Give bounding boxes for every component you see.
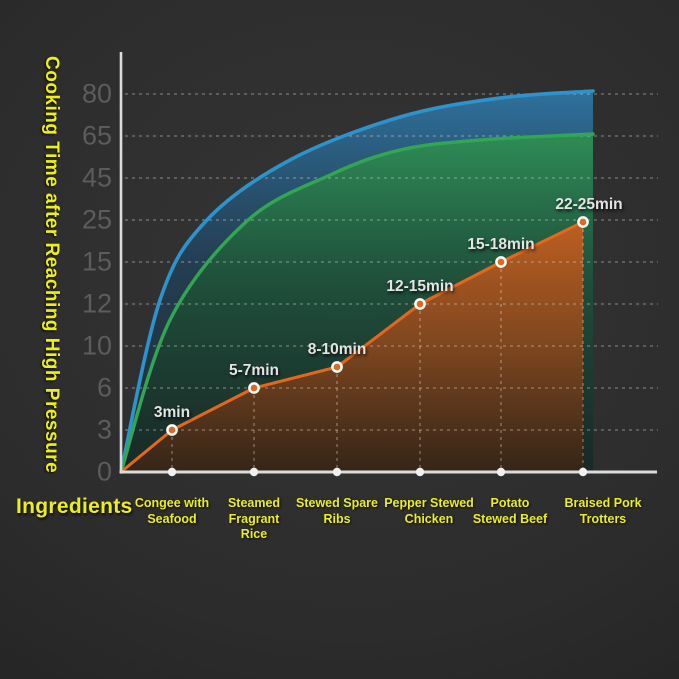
data-point-marker-2 [331,361,343,373]
category-label-line: Stewed Spare [296,496,378,510]
category-label-line: Congee with [134,496,210,510]
y-tick-label-45: 45 [81,162,112,193]
category-label-0: Congee with Seafood [117,496,227,527]
axis-dot-3 [415,467,425,477]
y-tick-label-80: 80 [81,78,112,109]
category-label-4: Potato Stewed Beef [455,496,565,527]
data-point-label-3: 12-15min [386,278,454,295]
data-point-marker-4 [495,256,507,268]
category-label-line: Braised Pork [564,496,642,510]
category-label-line: Potato [490,496,530,510]
blue-curve [119,89,595,474]
orange-area-fill [121,222,583,472]
axis-dot-4 [496,467,506,477]
data-point-marker-3 [414,298,426,310]
data-point-marker-5 [577,216,589,228]
category-label-2: Stewed Spare Ribs [282,496,392,527]
category-label-line: Chicken [404,511,454,526]
green-curve [119,132,595,474]
axis-dot-1 [249,467,259,477]
category-label-line: Stewed Beef [472,511,548,526]
y-tick-label-15: 15 [81,246,112,277]
x-axis-title: Ingredients [16,495,133,518]
data-point-label-2: 8-10min [307,341,367,358]
y-tick-label-3: 3 [96,414,112,445]
category-label-line: Steamed [227,496,281,510]
axis-dot-2 [332,467,342,477]
category-label-1: Steamed Fragrant Rice [199,496,309,543]
category-label-line: Ribs [323,511,351,526]
y-tick-label-12: 12 [81,288,112,319]
category-label-line: Fragrant [228,511,280,526]
category-label-line: Pepper Stewed [384,496,474,510]
category-label-line: Rice [240,527,268,542]
y-tick-label-65: 65 [81,120,112,151]
category-label-3: Pepper Stewed Chicken [374,496,484,527]
category-label-line: Trotters [579,511,627,526]
y-tick-label-25: 25 [81,204,112,235]
y-tick-label-6: 6 [96,372,112,403]
axis-dot-0 [167,467,177,477]
data-point-label-4: 15-18min [467,236,535,253]
data-point-label-0: 3min [153,404,191,421]
y-tick-label-10: 10 [81,330,112,361]
axis-dot-5 [578,467,588,477]
data-point-marker-1 [248,382,260,394]
data-point-marker-0 [166,424,178,436]
category-label-line: Seafood [147,511,197,526]
category-label-5: Braised Pork Trotters [548,496,658,527]
data-point-label-5: 22-25min [555,196,623,213]
y-axis-title: Cooking Time after Reaching High Pressur… [41,56,62,474]
y-tick-label-0: 0 [96,456,112,487]
data-point-label-1: 5-7min [229,362,279,379]
